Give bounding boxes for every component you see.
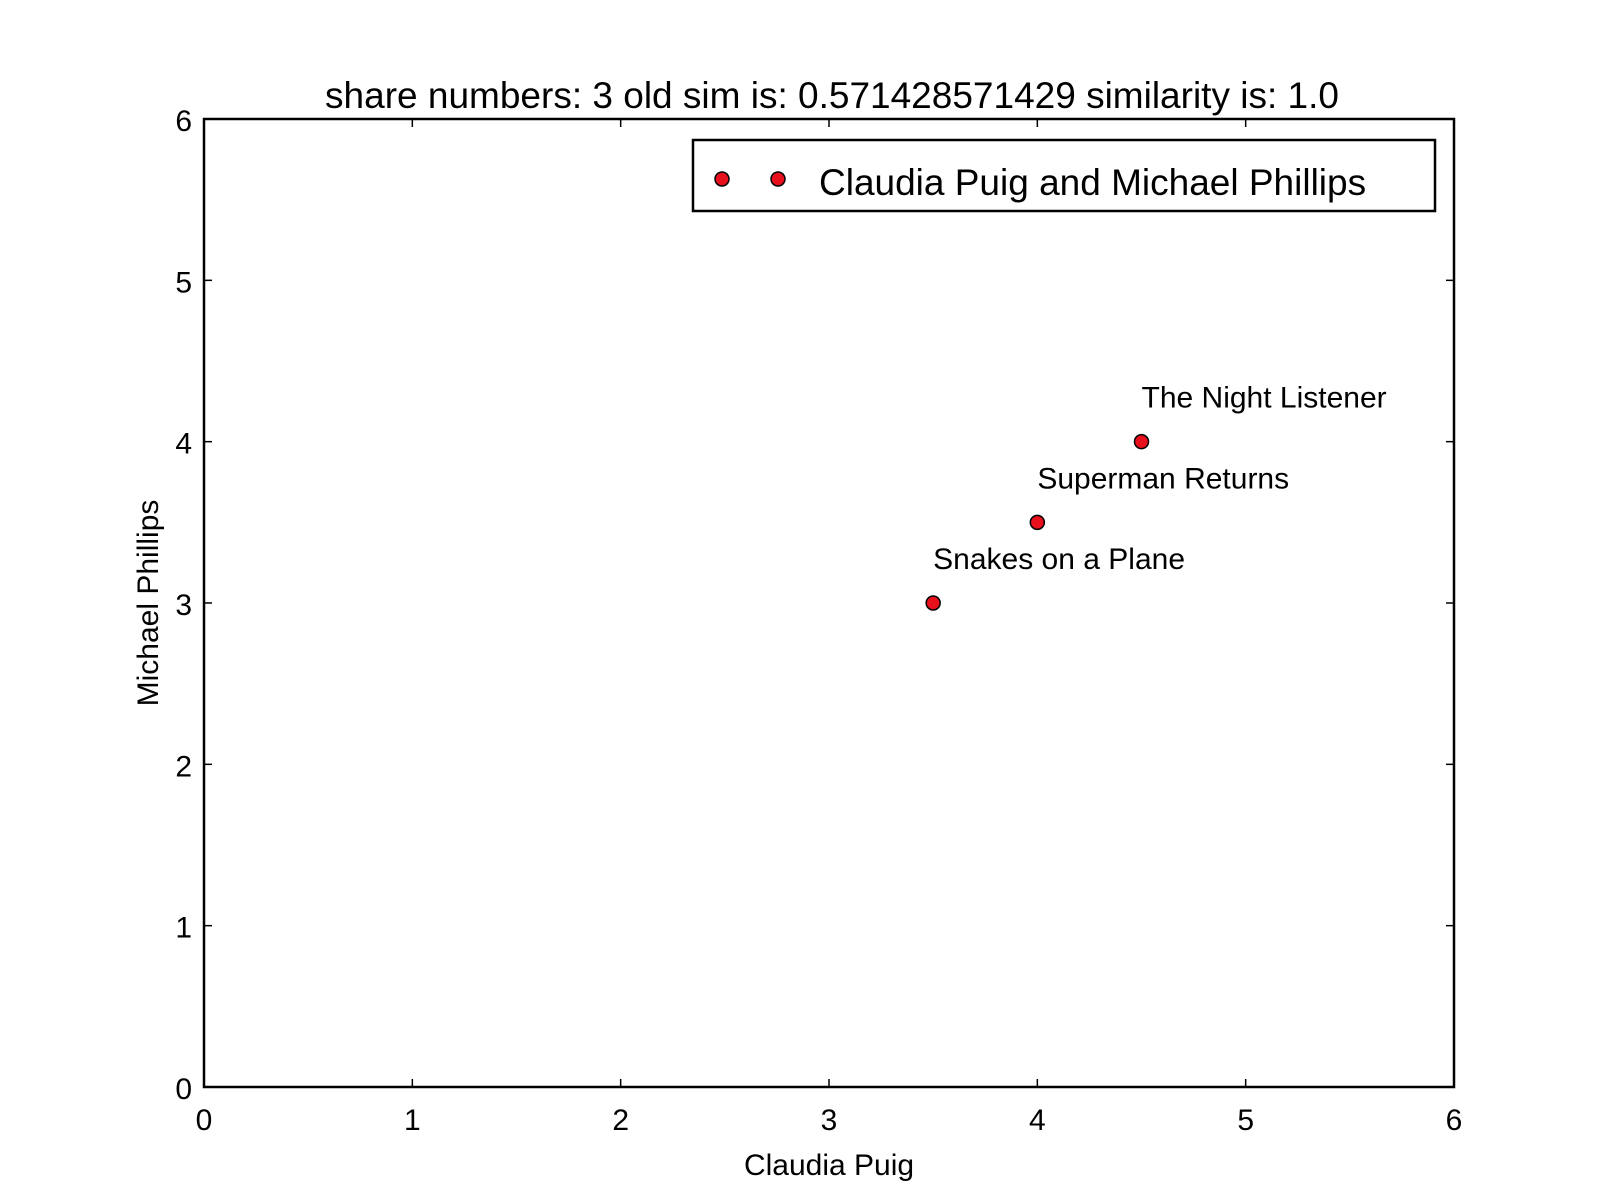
y-axis-label: Michael Phillips bbox=[132, 500, 165, 707]
y-tick-label: 6 bbox=[175, 105, 192, 138]
tick-marks bbox=[203, 118, 1455, 1088]
y-tick-label: 3 bbox=[175, 589, 192, 622]
legend-marker-left bbox=[714, 171, 730, 187]
chart-title: share numbers: 3 old sim is: 0.571428571… bbox=[325, 75, 1339, 116]
y-tick-label: 5 bbox=[175, 266, 192, 299]
y-tick-label: 4 bbox=[175, 428, 192, 461]
x-axis-label: Claudia Puig bbox=[744, 1149, 914, 1182]
data-points bbox=[925, 433, 1150, 611]
x-tick-label: 3 bbox=[821, 1104, 838, 1137]
y-tick-label: 0 bbox=[175, 1073, 192, 1106]
legend: Claudia Puig and Michael Phillips bbox=[691, 138, 1437, 213]
data-point bbox=[1133, 433, 1150, 450]
legend-entry: Claudia Puig and Michael Phillips bbox=[819, 162, 1366, 203]
data-point bbox=[1029, 514, 1046, 531]
x-tick-label: 1 bbox=[404, 1104, 421, 1137]
y-tick-labels: 0 1 2 3 4 5 6 bbox=[175, 105, 192, 1106]
point-label: Snakes on a Plane bbox=[933, 543, 1185, 576]
x-tick-labels: 0 1 2 3 4 5 6 bbox=[196, 1104, 1463, 1137]
plot-frame bbox=[202, 117, 1456, 1089]
point-label: The Night Listener bbox=[1142, 382, 1387, 415]
legend-marker-right bbox=[770, 171, 786, 187]
point-label: Superman Returns bbox=[1037, 462, 1289, 495]
x-tick-label: 6 bbox=[1446, 1104, 1463, 1137]
x-tick-label: 2 bbox=[612, 1104, 629, 1137]
legend-box bbox=[691, 138, 1437, 213]
x-tick-label: 0 bbox=[196, 1104, 213, 1137]
y-tick-label: 2 bbox=[175, 750, 192, 783]
x-tick-label: 4 bbox=[1029, 1104, 1046, 1137]
x-tick-label: 5 bbox=[1237, 1104, 1254, 1137]
data-point bbox=[925, 595, 941, 611]
y-tick-label: 1 bbox=[175, 912, 192, 945]
point-labels: Snakes on a Plane Superman Returns The Nig… bbox=[933, 382, 1386, 576]
